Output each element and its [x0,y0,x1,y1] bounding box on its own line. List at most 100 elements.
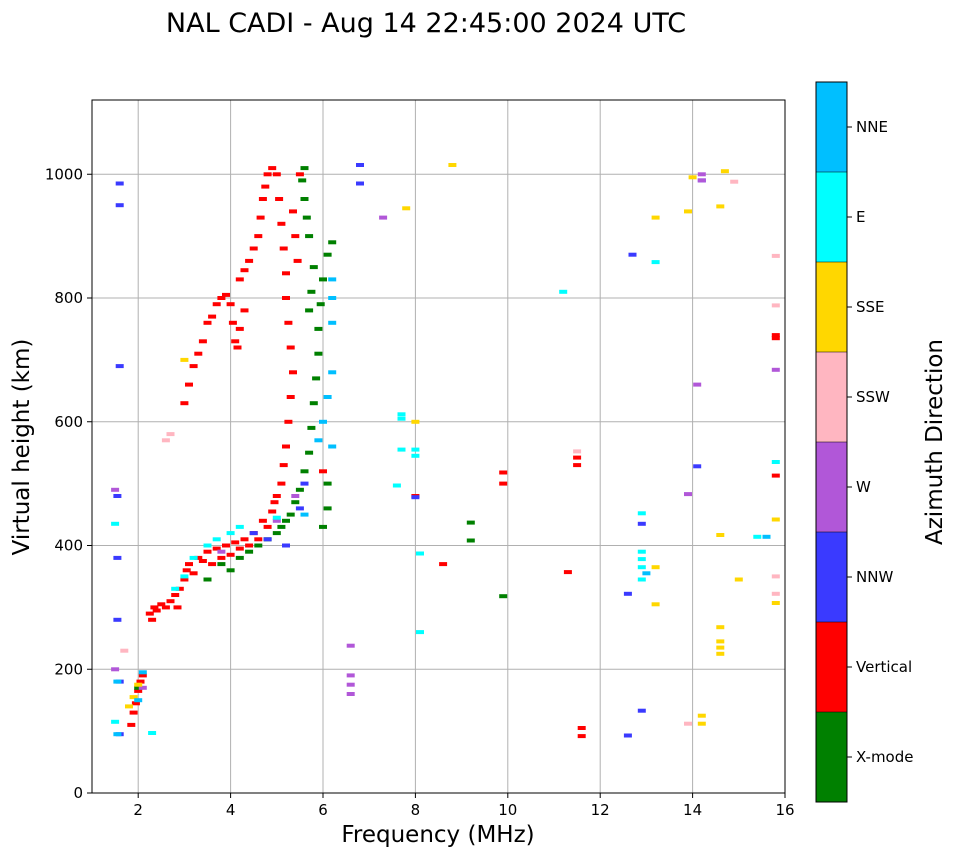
data-point [720,169,729,174]
data-point [684,721,692,726]
data-point [115,364,124,369]
data-point [115,181,124,186]
data-point [771,517,780,522]
data-point [189,571,198,576]
data-point [637,577,646,582]
data-point [134,688,143,693]
y-tick-label: 600 [54,413,83,431]
data-point [235,555,244,560]
data-point [226,531,235,536]
data-point [286,512,295,517]
colorbar-segment [816,532,847,622]
data-point [771,336,780,341]
data-point [171,586,180,591]
data-point [637,565,646,570]
data-point [272,515,281,520]
data-point [261,184,270,189]
data-point [120,648,129,653]
data-point [185,562,193,567]
data-point [637,549,646,554]
data-point [235,326,244,331]
data-point [268,166,277,171]
data-point [203,549,212,554]
colorbar-tick-label: SSE [856,298,885,316]
data-point [319,469,327,474]
data-point [152,608,161,613]
data-point [166,599,175,604]
data-point [573,449,582,454]
data-point [249,246,258,251]
data-point [499,481,508,486]
data-point [268,509,277,514]
x-tick-label: 16 [775,801,794,819]
data-point [300,512,309,517]
data-point [397,412,406,417]
data-point [328,277,337,282]
data-point [245,543,254,548]
data-point [272,172,281,177]
data-point [637,557,646,562]
data-point [282,296,290,300]
data-point [693,464,702,469]
data-point [115,203,124,208]
data-point [263,172,272,177]
data-point [307,289,316,294]
data-point [295,487,304,492]
data-point [145,611,154,616]
data-point [256,215,265,220]
data-point [161,605,170,610]
data-point [295,506,304,511]
data-point [416,630,424,635]
data-point [235,524,244,529]
data-point [125,704,133,709]
data-point [628,252,637,257]
data-point [716,651,725,656]
data-point [328,296,337,300]
data-point [113,617,122,622]
colorbar-segment [816,172,847,262]
data-point [136,679,145,684]
data-point [411,419,420,424]
y-axis-label: Virtual height (km) [9,339,35,556]
data-point [314,351,323,356]
colorbar-segment [816,262,847,352]
data-point [235,546,244,551]
data-point [272,518,281,523]
x-tick-label: 2 [133,801,143,819]
data-point [194,351,203,356]
series-x-mode [134,166,508,690]
data-point [411,453,420,458]
data-point [559,289,568,294]
data-point [323,252,332,257]
data-point [222,292,230,297]
data-point [212,537,221,542]
y-tick-label: 200 [54,660,83,678]
data-point [466,520,475,525]
data-point [416,551,424,556]
data-point [328,240,337,245]
data-point [148,617,157,622]
data-point [240,268,249,273]
data-point [134,698,143,703]
data-point [113,555,122,560]
data-point [277,481,286,486]
data-point [258,518,267,523]
data-point [173,605,182,610]
data-point [254,537,263,542]
colorbar-tick-label: W [856,478,871,496]
data-point [314,326,323,331]
data-point [771,367,780,372]
data-point [300,197,309,201]
colorbar-tick-label: SSW [856,388,890,406]
colorbar-tick-label: NNW [856,568,893,586]
colorbar-segment [816,622,847,712]
data-point [319,524,327,529]
series-ssw [120,179,780,726]
data-point [157,602,166,607]
series-nne [113,277,771,737]
data-point [697,713,706,718]
data-point [249,531,258,536]
data-point [300,166,309,171]
data-point [309,401,318,406]
